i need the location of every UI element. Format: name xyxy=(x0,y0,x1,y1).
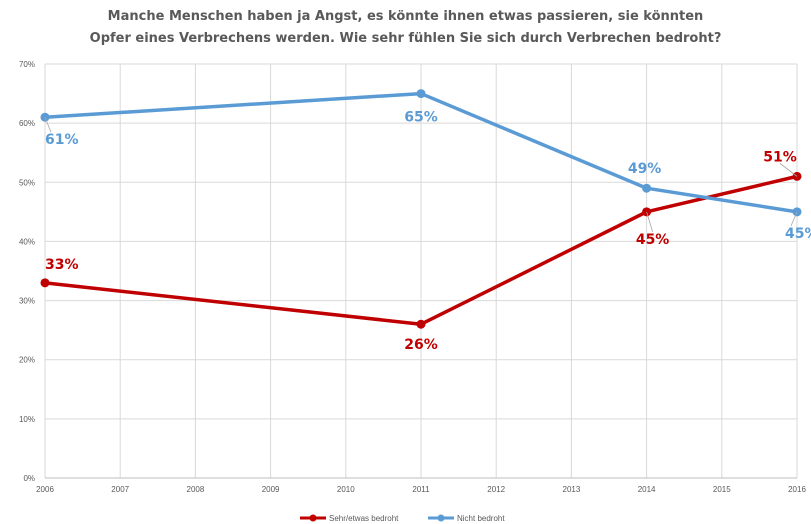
series-line xyxy=(43,91,799,214)
chart-title: Manche Menschen haben ja Angst, es könnt… xyxy=(0,6,811,50)
data-label: 61% xyxy=(45,132,79,148)
legend-swatch-marker xyxy=(437,514,445,522)
x-tick-label: 2012 xyxy=(487,485,505,494)
chart-title-line-1: Manche Menschen haben ja Angst, es könnt… xyxy=(107,9,704,24)
legend-label: Sehr/etwas bedroht xyxy=(329,514,399,523)
y-tick-label: 50% xyxy=(19,178,35,187)
x-tick-label: 2009 xyxy=(262,485,280,494)
data-label: 51% xyxy=(763,149,797,165)
y-tick-label: 0% xyxy=(23,474,35,483)
data-label: 33% xyxy=(45,257,79,273)
data-point xyxy=(416,89,426,99)
data-labels: 33% 26% 45% 51% 61% 65% 49% 45% xyxy=(44,110,811,353)
legend-label: Nicht bedroht xyxy=(457,514,505,523)
gridlines xyxy=(44,63,798,479)
x-tick-label: 2013 xyxy=(563,485,581,494)
data-point xyxy=(642,183,652,193)
data-point xyxy=(40,278,50,288)
y-tick-label: 10% xyxy=(19,415,35,424)
data-label: 45% xyxy=(636,232,670,248)
x-tick-label: 2014 xyxy=(638,485,656,494)
leader-line xyxy=(646,211,653,232)
leader-line xyxy=(44,117,52,133)
axes: 0% 10% 20% 30% 40% 50% 60% 70% 2006 2007 2008 2009 2… xyxy=(19,60,806,494)
data-label: 65% xyxy=(404,110,438,126)
data-label: 49% xyxy=(628,161,662,177)
legend-swatch-marker xyxy=(309,514,317,522)
leader-line xyxy=(779,163,798,177)
y-tick-label: 20% xyxy=(19,356,35,365)
chart-title-line-2: Opfer eines Verbrechens werden. Wie sehr… xyxy=(89,31,722,46)
x-tick-label: 2007 xyxy=(111,485,129,494)
x-tick-label: 2010 xyxy=(337,485,355,494)
series-line xyxy=(43,174,799,326)
leader-line xyxy=(790,211,798,227)
series-lines xyxy=(40,89,802,329)
x-tick-label: 2011 xyxy=(412,485,430,494)
x-tick-label: 2006 xyxy=(36,485,54,494)
y-tick-label: 60% xyxy=(19,119,35,128)
data-label: 45% xyxy=(785,226,811,242)
y-tick-label: 70% xyxy=(19,60,35,69)
y-tick-label: 40% xyxy=(19,237,35,246)
x-tick-label: 2008 xyxy=(187,485,205,494)
legend: Sehr/etwas bedroht Nicht bedroht xyxy=(300,514,505,523)
x-tick-label: 2015 xyxy=(713,485,731,494)
x-tick-label: 2016 xyxy=(788,485,806,494)
data-label: 26% xyxy=(404,337,438,353)
data-point xyxy=(416,319,426,329)
y-tick-label: 30% xyxy=(19,297,35,306)
